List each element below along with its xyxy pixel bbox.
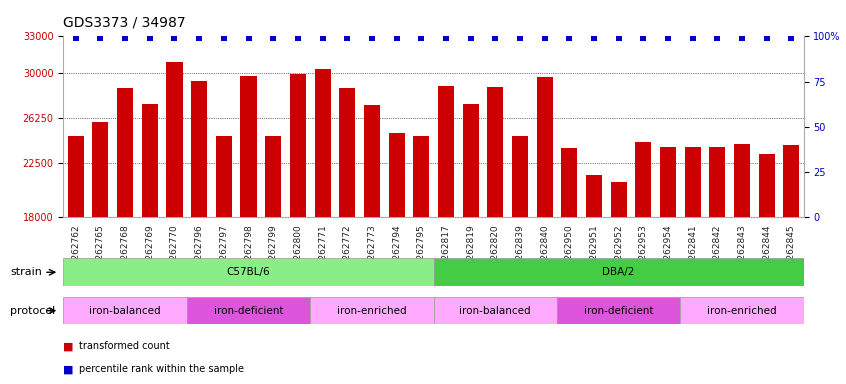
Bar <box>635 142 651 217</box>
Bar <box>734 144 750 217</box>
Bar <box>92 122 108 217</box>
Bar <box>68 136 84 217</box>
Bar <box>557 297 680 324</box>
Bar <box>586 175 602 217</box>
Bar <box>536 78 552 217</box>
Text: protocol: protocol <box>10 306 55 316</box>
Bar <box>142 104 158 217</box>
Bar <box>783 145 799 217</box>
Text: iron-deficient: iron-deficient <box>214 306 283 316</box>
Bar <box>512 136 528 217</box>
Bar <box>339 88 355 217</box>
Bar <box>187 297 310 324</box>
Text: percentile rank within the sample: percentile rank within the sample <box>79 364 244 374</box>
Bar <box>315 69 331 217</box>
Bar <box>680 297 804 324</box>
Bar <box>561 148 577 217</box>
Bar <box>463 104 479 217</box>
Text: transformed count: transformed count <box>79 341 169 351</box>
Bar <box>487 87 503 217</box>
Bar <box>709 147 725 217</box>
Text: strain: strain <box>10 267 42 277</box>
Bar <box>167 62 183 217</box>
Bar <box>660 147 676 217</box>
Text: iron-enriched: iron-enriched <box>337 306 407 316</box>
Text: GDS3373 / 34987: GDS3373 / 34987 <box>63 15 186 29</box>
Bar <box>117 88 133 217</box>
Bar <box>438 86 454 217</box>
Bar <box>611 182 627 217</box>
Bar <box>265 136 281 217</box>
Text: ■: ■ <box>63 364 74 374</box>
Bar <box>684 147 700 217</box>
Bar <box>388 133 404 217</box>
Text: ■: ■ <box>63 341 74 351</box>
Bar <box>433 297 557 324</box>
Bar <box>240 76 256 217</box>
Bar <box>290 74 306 217</box>
Text: iron-enriched: iron-enriched <box>707 306 777 316</box>
Text: C57BL/6: C57BL/6 <box>227 267 271 277</box>
Bar <box>310 297 433 324</box>
Text: iron-balanced: iron-balanced <box>90 306 161 316</box>
Text: iron-deficient: iron-deficient <box>584 306 653 316</box>
Bar <box>216 136 232 217</box>
Bar <box>413 136 429 217</box>
Bar <box>63 258 433 286</box>
Bar <box>433 258 804 286</box>
Bar <box>364 105 380 217</box>
Bar <box>759 154 775 217</box>
Text: DBA/2: DBA/2 <box>602 267 634 277</box>
Bar <box>63 297 187 324</box>
Text: iron-balanced: iron-balanced <box>459 306 531 316</box>
Bar <box>191 81 207 217</box>
